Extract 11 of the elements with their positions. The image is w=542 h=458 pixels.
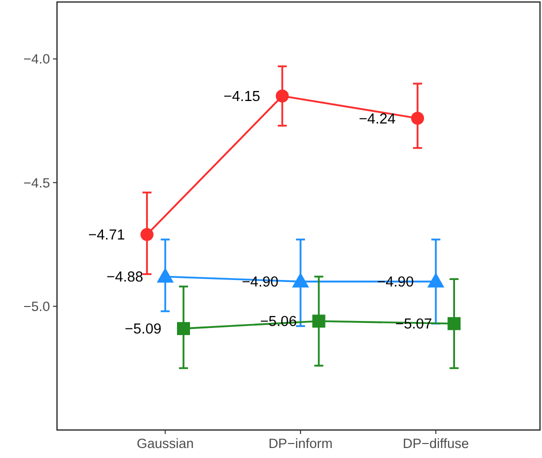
- data-label: −4.71: [88, 228, 125, 244]
- data-label: −4.24: [358, 111, 396, 128]
- y-tick-label: −5.0: [23, 299, 50, 314]
- data-label: −5.09: [124, 322, 162, 338]
- y-tick-label: −4.0: [23, 52, 50, 67]
- data-label: −4.88: [106, 270, 144, 286]
- y-tick-label: −4.5: [23, 175, 50, 190]
- x-tick-label: Gaussian: [136, 436, 194, 451]
- data-label: −4.15: [224, 89, 260, 106]
- x-tick-label: DP−inform: [268, 436, 333, 451]
- x-tick-label: DP−diffuse: [402, 436, 469, 451]
